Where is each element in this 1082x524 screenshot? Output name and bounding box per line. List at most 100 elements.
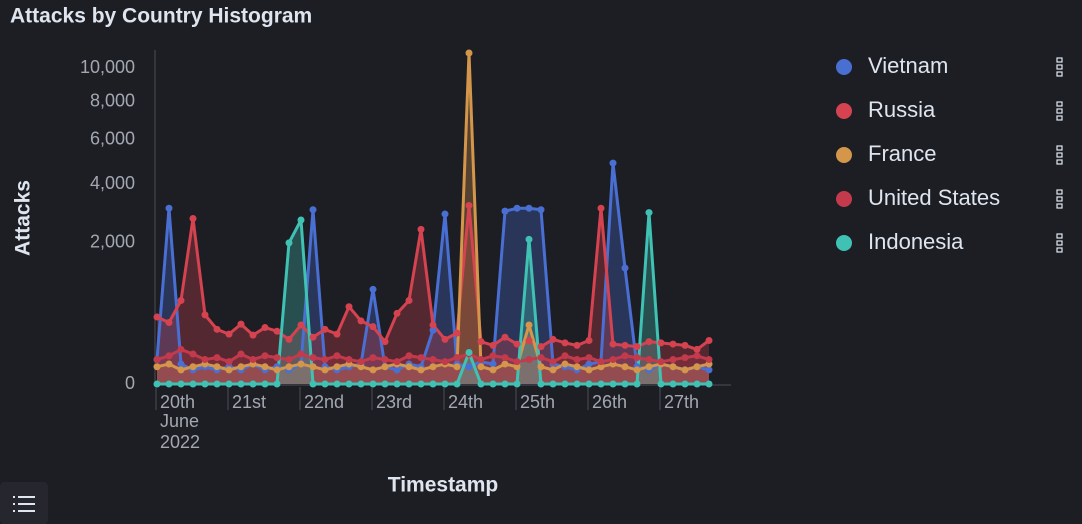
point (561, 352, 569, 360)
point (213, 325, 221, 333)
point (165, 204, 173, 212)
point (489, 366, 497, 374)
x-tick-label: 20th (160, 392, 195, 412)
point (561, 360, 569, 368)
legend-menu[interactable] (1056, 145, 1063, 165)
legend-menu[interactable] (1056, 57, 1063, 77)
menu-dot (1056, 101, 1063, 107)
point (441, 335, 449, 343)
point (489, 341, 497, 349)
point (153, 313, 161, 321)
point (153, 380, 161, 388)
point (165, 380, 173, 388)
point (549, 380, 557, 388)
legend-item[interactable]: United States (836, 185, 1063, 210)
point (537, 354, 545, 362)
point (297, 350, 305, 358)
list-icon (13, 496, 35, 512)
point (165, 318, 173, 326)
point (333, 363, 341, 371)
point (261, 352, 269, 360)
legend-item[interactable]: France (836, 141, 1063, 166)
point (645, 363, 653, 371)
point (513, 380, 521, 388)
point (189, 380, 197, 388)
point (513, 363, 521, 371)
point (213, 354, 221, 362)
point (609, 159, 617, 167)
point (465, 201, 473, 209)
point (453, 329, 461, 337)
point (681, 380, 689, 388)
point (477, 363, 485, 371)
point (705, 380, 713, 388)
menu-dot (1056, 115, 1063, 121)
point (225, 330, 233, 338)
point (321, 366, 329, 374)
point (513, 358, 521, 366)
menu-dot (1056, 233, 1063, 239)
point (669, 363, 677, 371)
point (621, 380, 629, 388)
menu-dot (1056, 159, 1063, 165)
point (177, 380, 185, 388)
point (165, 360, 173, 368)
point (693, 363, 701, 371)
point (585, 380, 593, 388)
legend-toggle[interactable] (0, 482, 48, 524)
point (705, 356, 713, 364)
x-tick-label: 27th (664, 392, 699, 412)
legend-label[interactable]: Vietnam (868, 53, 948, 78)
legend-label[interactable]: Indonesia (868, 229, 964, 254)
point (453, 363, 461, 371)
point (261, 380, 269, 388)
point (585, 354, 593, 362)
legend-label[interactable]: Russia (868, 97, 936, 122)
point (393, 380, 401, 388)
menu-dot (1056, 152, 1063, 158)
legend-menu[interactable] (1056, 233, 1063, 253)
x-tick-label: 21st (232, 392, 266, 412)
point (417, 380, 425, 388)
point (585, 336, 593, 344)
point (249, 356, 257, 364)
x-date-label: June (160, 411, 199, 431)
point (201, 356, 209, 364)
point (177, 360, 185, 368)
point (273, 327, 281, 335)
menu-dot (1056, 196, 1063, 202)
point (573, 356, 581, 364)
legend-item[interactable]: Indonesia (836, 229, 1063, 254)
point (657, 339, 665, 347)
legend-label[interactable]: France (868, 141, 936, 166)
point (681, 354, 689, 362)
point (297, 360, 305, 368)
point (381, 363, 389, 371)
point (657, 358, 665, 366)
legend-label[interactable]: United States (868, 185, 1000, 210)
legend-item[interactable]: Vietnam (836, 53, 1063, 78)
y-axis-label: Attacks (12, 180, 35, 256)
point (489, 380, 497, 388)
menu-dot (1056, 145, 1063, 151)
point (237, 363, 245, 371)
point (177, 297, 185, 304)
y-tick-label: 10,000 (80, 57, 135, 77)
point (501, 380, 509, 388)
legend-menu[interactable] (1056, 101, 1063, 121)
legend-menu[interactable] (1056, 189, 1063, 209)
point (441, 210, 449, 218)
point (645, 338, 653, 346)
point (585, 360, 593, 368)
point (309, 206, 317, 214)
point (537, 380, 545, 388)
point (165, 352, 173, 360)
legend-item[interactable]: Russia (836, 97, 1063, 122)
x-axis-label: Timestamp (388, 474, 499, 497)
point (417, 354, 425, 362)
x-tick-label: 24th (448, 392, 483, 412)
point (309, 363, 317, 371)
point (441, 380, 449, 388)
point (513, 204, 521, 212)
